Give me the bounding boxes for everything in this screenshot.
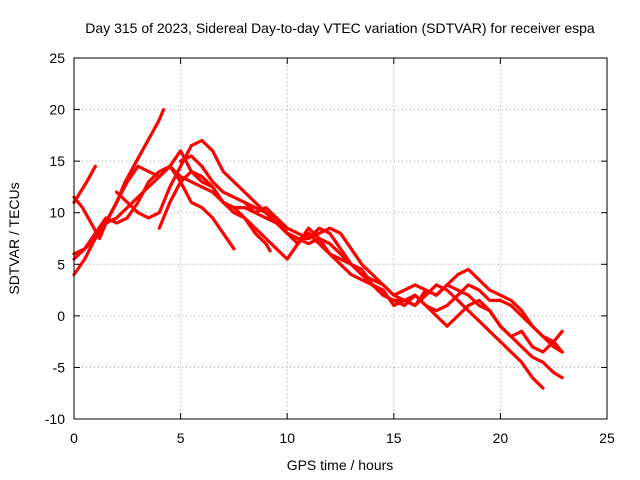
x-tick-label: 0	[70, 430, 78, 446]
plot-frame	[73, 57, 608, 420]
y-tick-label: 10	[49, 205, 65, 221]
y-tick-label: 15	[49, 153, 65, 169]
chart-title: Day 315 of 2023, Sidereal Day-to-day VTE…	[85, 20, 595, 36]
x-axis-label: GPS time / hours	[287, 457, 394, 473]
grid	[74, 58, 607, 419]
x-tick-label: 25	[599, 430, 615, 446]
series-track-2	[72, 164, 97, 204]
x-tick-label: 10	[279, 430, 295, 446]
y-tick-label: 0	[57, 308, 65, 324]
data-series	[72, 107, 564, 390]
y-tick-label: 25	[49, 50, 65, 66]
y-tick-label: -10	[45, 411, 65, 427]
series-track-5	[72, 164, 236, 261]
y-tick-label: 20	[49, 102, 65, 118]
x-tick-label: 5	[177, 430, 185, 446]
y-tick-label: -5	[53, 359, 66, 375]
x-tick-label: 15	[386, 430, 402, 446]
y-axis-label: SDTVAR / TECUs	[6, 182, 22, 294]
series-track-6	[114, 138, 564, 354]
axis-ticks: 0 5 10 15 20 25 -10 -5 0 5 10 15 20 25	[45, 50, 615, 446]
series-track-9	[243, 200, 564, 354]
series-track-8	[179, 154, 545, 390]
y-tick-label: 5	[57, 256, 65, 272]
x-tick-label: 20	[493, 430, 509, 446]
